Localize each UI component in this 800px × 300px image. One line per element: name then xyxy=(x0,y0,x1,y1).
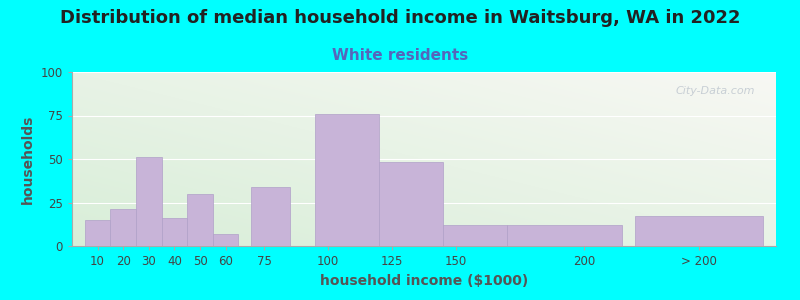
Bar xyxy=(213,234,238,246)
Bar xyxy=(507,225,622,246)
Bar xyxy=(379,163,443,246)
Bar xyxy=(635,216,763,246)
Bar xyxy=(162,218,187,246)
Bar xyxy=(187,194,213,246)
Bar xyxy=(85,220,110,246)
Bar xyxy=(315,114,379,246)
Y-axis label: households: households xyxy=(21,114,35,204)
Text: White residents: White residents xyxy=(332,48,468,63)
Bar xyxy=(443,225,507,246)
X-axis label: household income ($1000): household income ($1000) xyxy=(320,274,528,288)
Bar xyxy=(110,209,136,246)
Bar xyxy=(136,157,162,246)
Bar xyxy=(251,187,290,246)
Text: City-Data.com: City-Data.com xyxy=(675,86,755,96)
Text: Distribution of median household income in Waitsburg, WA in 2022: Distribution of median household income … xyxy=(60,9,740,27)
